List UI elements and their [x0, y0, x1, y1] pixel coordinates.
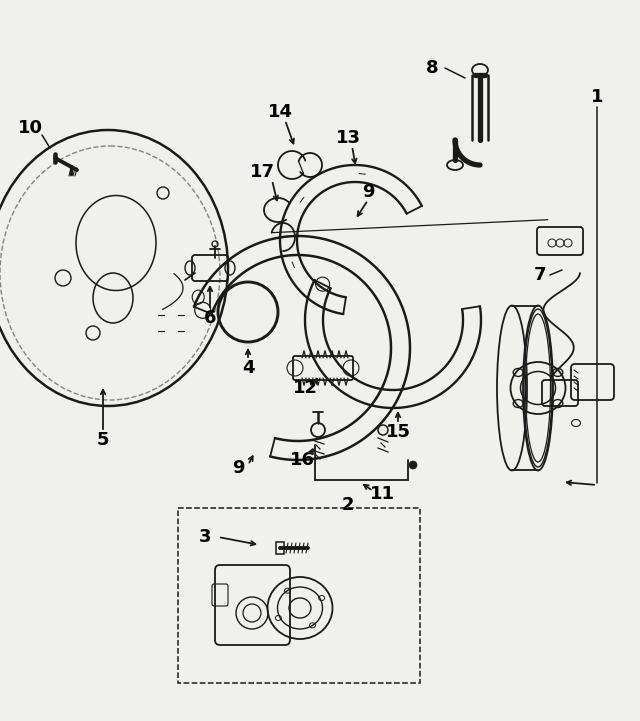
Text: 6: 6 [204, 309, 216, 327]
Circle shape [409, 461, 417, 469]
Text: 5: 5 [97, 431, 109, 449]
Text: 11: 11 [369, 485, 394, 503]
Text: 9: 9 [362, 183, 374, 201]
Text: 17: 17 [250, 163, 275, 181]
Text: 3: 3 [199, 528, 211, 546]
Text: 10: 10 [17, 119, 42, 137]
Text: 15: 15 [385, 423, 410, 441]
Text: 1: 1 [591, 88, 604, 106]
Text: 2: 2 [342, 496, 355, 514]
Text: 12: 12 [292, 379, 317, 397]
Text: 8: 8 [426, 59, 438, 77]
Text: 9: 9 [232, 459, 244, 477]
Text: 14: 14 [268, 103, 292, 121]
Text: 16: 16 [289, 451, 314, 469]
Bar [276, 542, 284, 554]
Text: 7: 7 [534, 266, 547, 284]
Bar [178, 508, 420, 683]
Text: 13: 13 [335, 129, 360, 147]
Text: 4: 4 [242, 359, 254, 377]
